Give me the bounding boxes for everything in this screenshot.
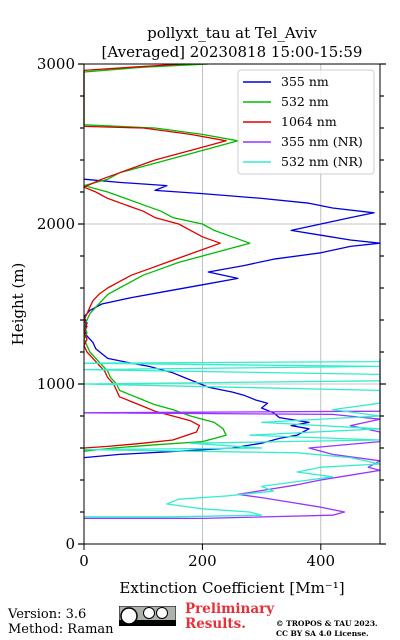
legend: 355 nm 532 nm 1064 nm 355 nm (NR) 532 nm (NR…	[237, 69, 375, 175]
legend-label-0: 355 nm	[281, 74, 329, 89]
x-tick-label-2: 400	[306, 552, 335, 570]
version-text: Version: 3.6	[8, 607, 87, 622]
legend-label-4: 532 nm (NR)	[281, 154, 363, 169]
cc-license-logo	[119, 606, 176, 626]
preliminary-line2: Results.	[185, 616, 246, 632]
copyright-line2: CC BY SA 4.0 License.	[276, 628, 369, 638]
y-tick-label-3: 3000	[37, 55, 75, 73]
axis-ticks: 0 200 400 0 1000 2000 3000	[37, 55, 386, 570]
preliminary-notice: Preliminary Results.	[185, 602, 274, 632]
series-line-4	[83, 358, 381, 518]
method-text: Method: Raman	[8, 622, 114, 637]
chart-title-line2: [Averaged] 20230818 15:00-15:59	[102, 43, 363, 61]
copyright-line1: © TROPOS & TAU 2023.	[276, 619, 378, 628]
x-tick-label-0: 0	[79, 552, 89, 570]
series-line-2	[83, 63, 227, 449]
preliminary-line1: Preliminary	[185, 601, 275, 617]
legend-box	[237, 69, 375, 175]
legend-label-1: 532 nm	[281, 94, 329, 109]
y-tick-label-0: 0	[65, 535, 75, 553]
series-line-0	[83, 178, 381, 459]
y-axis-label: Height (m)	[9, 263, 27, 346]
copyright-notice: © TROPOS & TAU 2023. CC BY SA 4.0 Licens…	[276, 619, 378, 638]
y-tick-label-1: 1000	[37, 375, 75, 393]
x-axis-label: Extinction Coefficient [Mm⁻¹]	[119, 579, 344, 597]
legend-label-3: 355 nm (NR)	[281, 134, 363, 149]
series-line-1	[83, 63, 251, 452]
x-tick-label-1: 200	[188, 552, 217, 570]
legend-label-2: 1064 nm	[281, 114, 337, 129]
plot-frame	[83, 63, 381, 545]
chart-title-line1: pollyxt_tau at Tel_Aviv	[147, 24, 317, 42]
y-tick-label-2: 2000	[37, 215, 75, 233]
